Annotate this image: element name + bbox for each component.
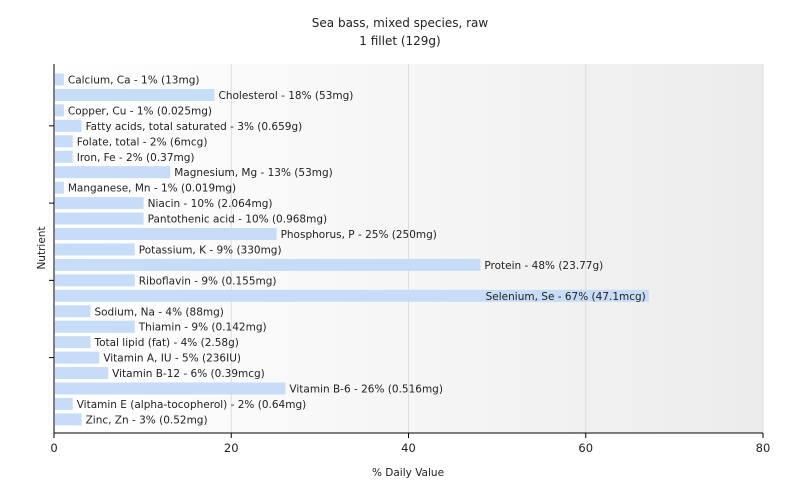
bar-19 [55, 367, 109, 380]
bar-label-7: Manganese, Mn - 1% (0.019mg) [68, 183, 236, 195]
bar-label-15: Sodium, Na - 4% (88mg) [94, 306, 223, 318]
bar-label-21: Vitamin E (alpha-tocopherol) - 2% (0.64m… [77, 399, 307, 411]
bar-4 [55, 135, 73, 148]
bars-group [55, 73, 649, 426]
bar-label-1: Cholesterol - 18% (53mg) [219, 90, 354, 102]
bar-label-12: Protein - 48% (23.77g) [484, 260, 603, 272]
bar-21 [55, 397, 73, 410]
gridlines [230, 64, 764, 433]
bar-22 [55, 413, 82, 426]
bar-1 [55, 88, 215, 101]
bar-label-11: Potassium, K - 9% (330mg) [139, 244, 282, 256]
bar-14 [55, 289, 649, 302]
bar-label-5: Iron, Fe - 2% (0.37mg) [77, 152, 195, 164]
bar-label-3: Fatty acids, total saturated - 3% (0.659… [86, 121, 303, 133]
chart-title: Sea bass, mixed species, raw [312, 16, 489, 30]
y-axis-label: Nutrient [36, 226, 48, 269]
bar-label-8: Niacin - 10% (2.064mg) [148, 198, 273, 210]
bar-label-18: Vitamin A, IU - 5% (236IU) [103, 353, 241, 365]
bar-6 [55, 166, 171, 179]
x-tick-label-3: 60 [578, 441, 593, 455]
bar-label-2: Copper, Cu - 1% (0.025mg) [68, 105, 212, 117]
bar-16 [55, 320, 135, 333]
bar-label-13: Riboflavin - 9% (0.155mg) [139, 275, 277, 287]
bar-2 [55, 104, 64, 117]
bar-label-17: Total lipid (fat) - 4% (2.58g) [93, 337, 238, 349]
bar-label-16: Thiamin - 9% (0.142mg) [138, 322, 267, 334]
bar-20 [55, 382, 286, 395]
bar-11 [55, 243, 135, 256]
bar-label-14: Selenium, Se - 67% (47.1mcg) [486, 291, 646, 303]
x-tick-label-2: 40 [401, 441, 416, 455]
bar-5 [55, 150, 73, 163]
bar-label-10: Phosphorus, P - 25% (250mg) [281, 229, 437, 241]
bar-label-6: Magnesium, Mg - 13% (53mg) [174, 167, 333, 179]
bar-15 [55, 305, 91, 318]
bar-10 [55, 228, 277, 240]
bar-0 [55, 73, 64, 86]
bar-3 [55, 119, 82, 132]
x-tick-label-1: 20 [224, 441, 239, 455]
bar-label-19: Vitamin B-12 - 6% (0.39mcg) [112, 368, 265, 380]
x-ticks-group: 0 20 40 60 80 [50, 433, 770, 455]
bar-17 [55, 336, 91, 349]
bar-18 [55, 351, 100, 364]
bar-label-9: Pantothenic acid - 10% (0.968mg) [148, 214, 327, 226]
x-tick-label-4: 80 [756, 441, 771, 455]
bar-label-0: Calcium, Ca - 1% (13mg) [68, 75, 200, 87]
bar-12 [55, 258, 481, 271]
x-tick-label-0: 0 [50, 441, 57, 455]
bar-9 [55, 212, 144, 225]
bar-labels-group: Calcium, Ca - 1% (13mg) Cholesterol - 18%… [68, 75, 646, 427]
bar-label-20: Vitamin B-6 - 26% (0.516mg) [289, 384, 443, 396]
bar-13 [55, 274, 135, 287]
bar-label-22: Zinc, Zn - 3% (0.52mg) [86, 414, 208, 426]
bar-8 [55, 197, 144, 210]
chart-subtitle: 1 fillet (129g) [359, 34, 440, 48]
x-axis-label: % Daily Value [372, 467, 444, 479]
bar-7 [55, 181, 64, 194]
bar-label-4: Folate, total - 2% (6mcg) [77, 136, 208, 148]
